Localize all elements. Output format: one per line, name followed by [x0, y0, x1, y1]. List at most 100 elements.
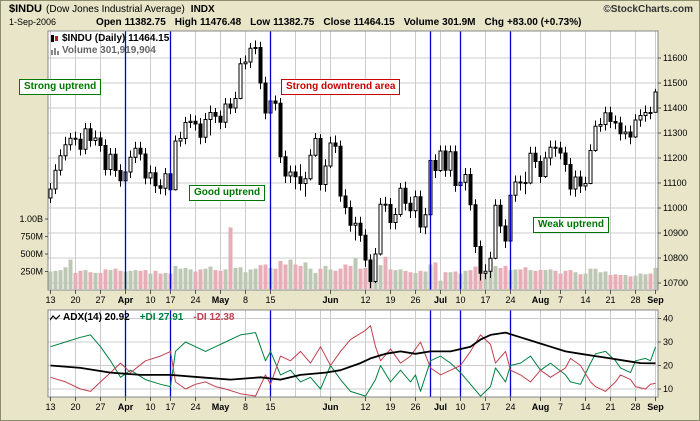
indicator-legend-minus-di: -DI 12.38	[193, 312, 235, 323]
svg-text:11100: 11100	[663, 178, 687, 188]
quote-date: 1-Sep-2006	[9, 17, 57, 27]
svg-text:17: 17	[480, 295, 490, 305]
svg-text:24: 24	[190, 402, 200, 412]
svg-text:250M: 250M	[20, 267, 43, 277]
svg-text:10: 10	[145, 402, 155, 412]
svg-text:750M: 750M	[20, 232, 43, 242]
svg-text:7: 7	[558, 402, 563, 412]
svg-text:Aug: Aug	[532, 402, 550, 412]
candlesticks	[48, 40, 658, 288]
annotation-strong-downtrend: Strong downtrend area	[281, 79, 401, 95]
svg-text:12: 12	[360, 295, 370, 305]
indicator-legend-adx: ADX(14) 20.92	[63, 312, 130, 323]
svg-text:20: 20	[70, 295, 80, 305]
stockcharts-credit: ©StockCharts.com	[603, 4, 693, 15]
svg-text:17: 17	[480, 402, 490, 412]
svg-text:24: 24	[190, 295, 200, 305]
y-axis-labels: 10700 10800 10900 11000 11100 11200 11300 11400…	[19, 53, 688, 394]
svg-text:10800: 10800	[663, 253, 688, 263]
svg-text:8: 8	[243, 295, 248, 305]
svg-text:17: 17	[165, 402, 175, 412]
svg-text:19: 19	[385, 295, 395, 305]
svg-text:13: 13	[45, 295, 55, 305]
symbol-name: (Dow Jones Industrial Average)	[46, 4, 185, 15]
svg-text:Apr: Apr	[118, 295, 134, 305]
indicator-line-adx	[50, 331, 656, 381]
quote-high: High 11476.48	[174, 17, 242, 28]
svg-text:10: 10	[145, 295, 155, 305]
svg-text:14: 14	[580, 295, 590, 305]
annotation-strong-uptrend: Strong uptrend	[19, 79, 102, 95]
svg-text:40: 40	[663, 314, 673, 324]
svg-text:20: 20	[663, 361, 673, 371]
svg-text:Jun: Jun	[322, 402, 338, 412]
svg-text:30: 30	[663, 337, 673, 347]
price-legend-text: $INDU (Daily) 11464.15	[62, 33, 170, 44]
svg-text:15: 15	[265, 295, 275, 305]
volume-bars-icon	[51, 48, 59, 55]
svg-text:Sep: Sep	[647, 402, 664, 412]
trend-divider-lines	[124, 31, 512, 397]
indicator-legend: ADX(14) 20.92 +DI 27.91 -DI 12.38	[50, 312, 242, 323]
svg-text:14: 14	[580, 402, 590, 412]
quote-close: Close 11464.15	[323, 17, 395, 28]
svg-text:Jun: Jun	[322, 295, 338, 305]
svg-text:15: 15	[265, 402, 275, 412]
quote-open: Open 11382.75	[96, 17, 166, 28]
volume-bars	[48, 227, 658, 289]
price-legend: $INDU (Daily) 11464.15	[50, 33, 169, 44]
svg-text:12: 12	[360, 402, 370, 412]
svg-text:11000: 11000	[663, 203, 687, 213]
price-panel-bg	[48, 31, 658, 290]
svg-text:Jul: Jul	[434, 295, 447, 305]
chart-header: $INDU (Dow Jones Industrial Average) IND…	[9, 3, 693, 15]
symbol: $INDU	[9, 3, 43, 15]
svg-text:21: 21	[605, 295, 615, 305]
svg-text:13: 13	[45, 402, 55, 412]
svg-text:19: 19	[385, 402, 395, 412]
svg-text:10: 10	[455, 402, 465, 412]
svg-text:11500: 11500	[663, 78, 687, 88]
svg-text:Apr: Apr	[118, 402, 134, 412]
svg-text:10700: 10700	[663, 278, 688, 288]
volume-legend-text: Volume 301,919,904	[62, 45, 156, 56]
svg-text:26: 26	[410, 295, 420, 305]
volume-legend: Volume 301,919,904	[50, 45, 156, 56]
candlestick-icon	[51, 35, 58, 42]
svg-text:10: 10	[663, 384, 673, 394]
svg-text:8: 8	[243, 402, 248, 412]
indicator-panel-bg	[48, 310, 658, 397]
svg-text:10: 10	[455, 295, 465, 305]
svg-text:Sep: Sep	[647, 295, 664, 305]
svg-text:27: 27	[95, 402, 105, 412]
svg-text:11200: 11200	[663, 153, 687, 163]
svg-text:May: May	[212, 402, 230, 412]
svg-text:11400: 11400	[663, 103, 687, 113]
svg-text:500M: 500M	[20, 249, 43, 259]
svg-text:7: 7	[558, 295, 563, 305]
annotation-weak-uptrend: Weak uptrend	[533, 217, 609, 233]
svg-text:24: 24	[505, 402, 515, 412]
svg-text:21: 21	[605, 402, 615, 412]
svg-text:26: 26	[410, 402, 420, 412]
indicator-line-minus_di	[50, 325, 656, 397]
line-chart-icon	[50, 314, 60, 321]
quote-change: Chg +83.00 (+0.73%)	[484, 17, 582, 28]
svg-text:May: May	[212, 295, 230, 305]
svg-text:11600: 11600	[663, 53, 687, 63]
quote-low: Low 11382.75	[250, 17, 315, 28]
annotation-good-uptrend: Good uptrend	[189, 185, 266, 201]
svg-text:28: 28	[630, 295, 640, 305]
exchange: INDX	[190, 4, 215, 15]
svg-text:Jul: Jul	[434, 402, 447, 412]
quote-volume: Volume 301.9M	[403, 17, 476, 28]
svg-text:17: 17	[165, 295, 175, 305]
x-axis-labels: 13 13 20 20 27 27 Apr Apr 10 10 17 17 24 24 May May 8 8 15…	[45, 290, 664, 412]
panel-borders	[47, 30, 659, 398]
svg-text:20: 20	[70, 402, 80, 412]
svg-text:1.00B: 1.00B	[19, 214, 43, 224]
quote-line: 1-Sep-2006 Open 11382.75 High 11476.48 Low…	[9, 17, 590, 28]
svg-text:27: 27	[95, 295, 105, 305]
